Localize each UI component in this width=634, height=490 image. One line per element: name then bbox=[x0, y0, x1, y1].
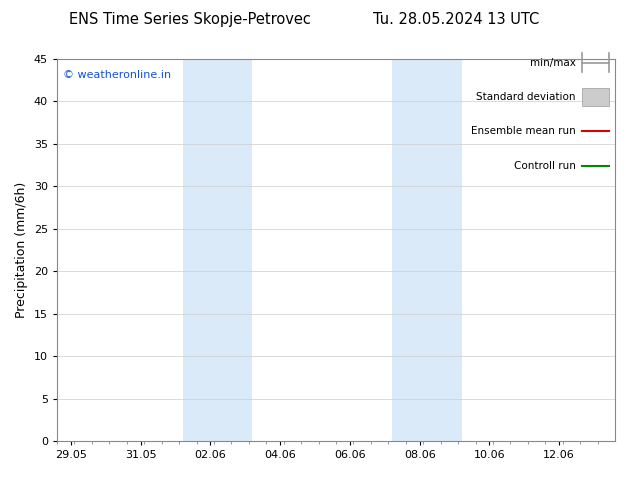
Bar bbox=[183, 59, 252, 441]
Text: ENS Time Series Skopje-Petrovec: ENS Time Series Skopje-Petrovec bbox=[69, 12, 311, 27]
Y-axis label: Precipitation (mm/6h): Precipitation (mm/6h) bbox=[15, 182, 29, 318]
Text: Tu. 28.05.2024 13 UTC: Tu. 28.05.2024 13 UTC bbox=[373, 12, 540, 27]
Text: Controll run: Controll run bbox=[514, 161, 576, 171]
Text: © weatheronline.in: © weatheronline.in bbox=[63, 70, 171, 80]
Text: Ensemble mean run: Ensemble mean run bbox=[471, 126, 576, 136]
Bar bbox=[581, 88, 609, 106]
Text: min/max: min/max bbox=[530, 58, 576, 68]
Bar bbox=[392, 59, 462, 441]
Text: Standard deviation: Standard deviation bbox=[476, 92, 576, 102]
